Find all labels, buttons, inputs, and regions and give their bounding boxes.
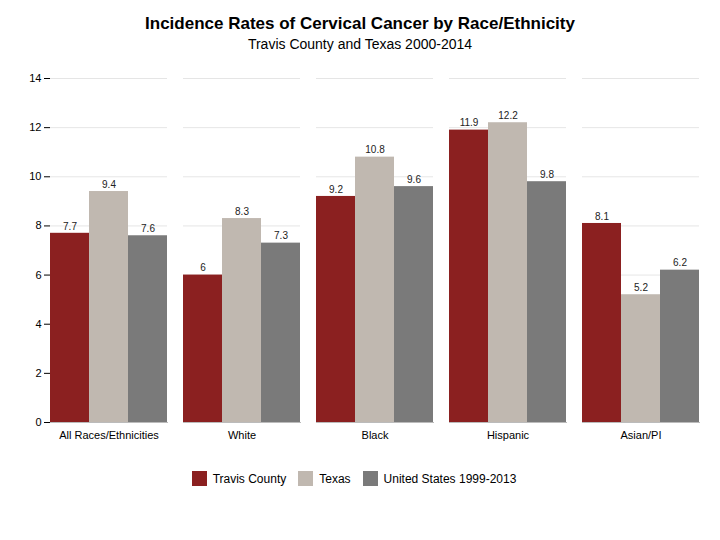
svg-text:4: 4 bbox=[35, 318, 41, 330]
svg-text:White: White bbox=[228, 429, 256, 441]
svg-text:All Races/Ethnicities: All Races/Ethnicities bbox=[59, 429, 159, 441]
svg-text:7.6: 7.6 bbox=[141, 223, 155, 234]
svg-text:6: 6 bbox=[200, 262, 206, 273]
svg-text:Hispanic: Hispanic bbox=[487, 429, 530, 441]
svg-text:8.3: 8.3 bbox=[235, 206, 249, 217]
svg-text:5.2: 5.2 bbox=[634, 282, 648, 293]
svg-text:0: 0 bbox=[35, 416, 41, 428]
svg-text:9.8: 9.8 bbox=[540, 169, 554, 180]
html-text:United States 1999-2013: United States 1999-2013 bbox=[383, 471, 517, 486]
svg-text:9.6: 9.6 bbox=[407, 174, 421, 185]
svg-text:8.1: 8.1 bbox=[595, 211, 609, 222]
svg-text:Black: Black bbox=[362, 429, 389, 441]
svg-text:9.4: 9.4 bbox=[102, 179, 116, 190]
svg-text:10: 10 bbox=[29, 170, 41, 182]
svg-text:7.3: 7.3 bbox=[274, 230, 288, 241]
svg-text:7.7: 7.7 bbox=[63, 221, 77, 232]
svg-text:6.2: 6.2 bbox=[673, 257, 687, 268]
html-text:Travis County and Texas 2000-2: Travis County and Texas 2000-2014 bbox=[247, 36, 473, 52]
svg-text:Asian/PI: Asian/PI bbox=[621, 429, 662, 441]
svg-text:2: 2 bbox=[35, 367, 41, 379]
svg-text:6: 6 bbox=[35, 269, 41, 281]
html-text:Incidence Rates of Cervical Ca: Incidence Rates of Cervical Cancer by Ra… bbox=[145, 14, 575, 33]
svg-text:14: 14 bbox=[29, 72, 41, 84]
svg-text:9.2: 9.2 bbox=[329, 184, 343, 195]
html-text:Travis County: Travis County bbox=[212, 471, 287, 486]
svg-text:8: 8 bbox=[35, 219, 41, 231]
svg-text:11.9: 11.9 bbox=[460, 117, 479, 128]
html-text:Texas: Texas bbox=[319, 471, 351, 486]
svg-text:10.8: 10.8 bbox=[365, 144, 385, 155]
svg-text:12: 12 bbox=[29, 121, 41, 133]
svg-text:12.2: 12.2 bbox=[498, 110, 518, 121]
